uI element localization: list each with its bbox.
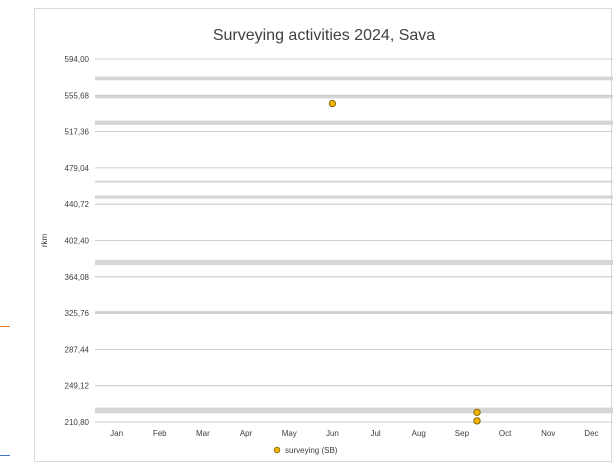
x-tick-label: Mar [196, 429, 210, 438]
band-2 [95, 120, 613, 125]
x-tick-label: Oct [499, 429, 512, 438]
x-tick-label: Sep [455, 429, 470, 438]
x-tick-label: Jan [110, 429, 123, 438]
y-axis-label: rkm [40, 234, 49, 248]
y-tick-label: 555,68 [65, 91, 90, 100]
data-points [328, 99, 481, 425]
y-tick-label: 440,72 [65, 200, 90, 209]
data-point [473, 417, 481, 425]
band-3 [95, 180, 613, 183]
x-tick-label: Dec [584, 429, 598, 438]
band-6 [95, 310, 613, 314]
chart-frame: Surveying activities 2024, Sava rkm 594,… [34, 8, 613, 462]
band-4 [95, 195, 613, 199]
y-tick-label: 594,00 [65, 55, 90, 64]
y-tick-label: 210,80 [65, 418, 90, 427]
legend-label: surveying (SB) [285, 446, 338, 455]
y-tick-label: 364,08 [65, 273, 90, 282]
y-tick-labels: 594,00 555,68 517,36 479,04 440,72 402,40 364,… [65, 55, 90, 427]
y-tick-label: 517,36 [65, 128, 90, 137]
legend-marker [273, 446, 281, 454]
band-5 [95, 259, 613, 266]
x-tick-label: Nov [541, 429, 555, 438]
surveying-chart: Surveying activities 2024, Sava rkm 594,… [40, 27, 613, 455]
band-1 [95, 95, 613, 99]
x-tick-label: Feb [153, 429, 167, 438]
gridlines [95, 58, 613, 423]
chart-title: Surveying activities 2024, Sava [213, 27, 435, 44]
y-tick-label: 325,76 [65, 309, 90, 318]
y-tick-label: 479,04 [65, 164, 90, 173]
band-0 [95, 76, 613, 81]
y-tick-label: 287,44 [65, 345, 90, 354]
x-tick-labels: Jan Feb Mar Apr May Jun Jul Aug Sep Oct Nov Dec [110, 429, 598, 438]
y-tick-label: 402,40 [65, 237, 90, 246]
legend: surveying (SB) [273, 446, 338, 455]
x-tick-label: May [282, 429, 297, 438]
data-point [473, 408, 481, 416]
band-7 [95, 407, 613, 414]
x-tick-label: Jul [370, 429, 380, 438]
x-tick-label: Aug [412, 429, 426, 438]
left-blue-tick [0, 455, 10, 456]
y-tick-label: 249,12 [65, 382, 90, 391]
river-section-bands [95, 76, 613, 414]
x-tick-label: Apr [240, 429, 253, 438]
left-orange-tick [0, 326, 10, 327]
x-tick-label: Jun [326, 429, 339, 438]
data-point [328, 99, 337, 108]
